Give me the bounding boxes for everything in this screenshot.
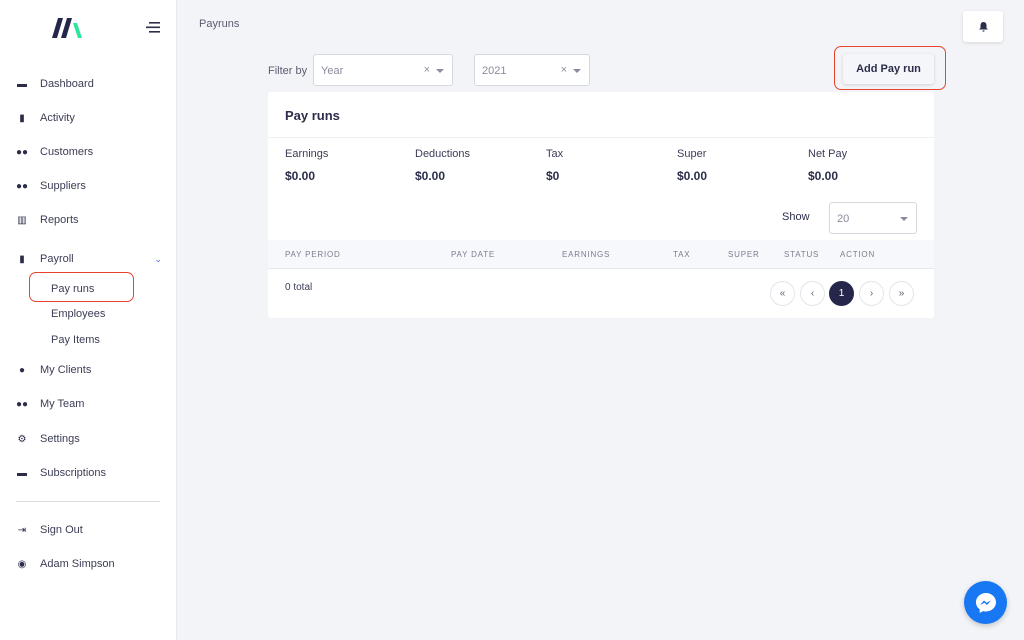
stat-tax: Tax $0 [546,148,563,183]
sidebar-item-sign-out[interactable]: ⇥ Sign Out [17,524,83,536]
clear-icon[interactable]: × [560,64,567,76]
sign-out-icon: ⇥ [17,524,27,536]
stat-value: $0.00 [677,169,708,183]
col-pay-date[interactable]: PAY DATE [451,250,496,259]
caret-down-icon [900,217,908,221]
breadcrumb: Payruns [199,18,240,30]
sidebar-item-dashboard[interactable]: ▬ Dashboard [17,78,94,90]
col-pay-period[interactable]: PAY PERIOD [285,250,341,259]
messenger-icon [975,592,996,613]
table-header: PAY PERIOD PAY DATE EARNINGS TAX SUPER S… [268,240,934,269]
col-action[interactable]: ACTION [840,250,876,259]
show-label: Show [782,211,810,223]
book-icon: ▮ [19,112,25,124]
sidebar-item-pay-runs[interactable]: Pay runs [51,283,95,295]
stat-label: Tax [546,148,564,160]
col-super[interactable]: SUPER [728,250,760,259]
sidebar-item-reports[interactable]: ▥ Reports [17,214,79,226]
clear-icon[interactable]: × [423,64,430,76]
add-pay-run-button[interactable]: Add Pay run [843,54,934,84]
users-icon: ●● [15,146,29,158]
store-icon: ▬ [17,78,27,90]
sidebar-item-activity[interactable]: ▮ Activity [16,112,75,124]
stat-label: Earnings [285,148,329,160]
sidebar-item-employees[interactable]: Employees [51,308,106,320]
stat-value: $0.00 [808,169,839,183]
stat-label: Super [677,148,707,160]
divider [16,501,160,502]
users-icon: ●● [15,180,29,192]
sidebar-item-suppliers[interactable]: ●● Suppliers [15,180,86,192]
sidebar-item-subscriptions[interactable]: ▬ Subscriptions [17,467,107,479]
file-invoice-icon: ▮ [19,253,25,265]
filter-type-select[interactable]: Year × [313,54,453,86]
bell-icon [978,21,988,32]
sidebar: ▬ Dashboard ▮ Activity ●● Customers ●● Suppl… [0,0,177,640]
card-title: Pay runs [285,108,340,123]
stat-label: Deductions [415,148,471,160]
users-icon: ●● [15,398,29,410]
notifications-button[interactable] [963,11,1003,42]
menu-toggle-icon[interactable] [146,22,160,33]
filter-label: Filter by [268,65,308,77]
chart-icon: ▥ [17,214,27,226]
filter-year-select[interactable]: 2021 × [474,54,590,86]
total-count: 0 total [285,282,313,293]
first-page-button[interactable]: « [770,281,795,306]
next-page-button[interactable]: › [859,281,884,306]
highlight-box [29,272,134,302]
stat-super: Super $0.00 [677,148,707,183]
sidebar-item-my-team[interactable]: ●● My Team [15,398,85,410]
stat-value: $0.00 [415,169,446,183]
col-tax[interactable]: TAX [673,250,691,259]
stat-value: $0.00 [285,169,316,183]
user-icon: ● [18,364,26,376]
sidebar-item-payroll[interactable]: ▮ Payroll ⌄ [16,253,162,265]
sidebar-item-pay-items[interactable]: Pay Items [51,334,100,346]
caret-down-icon [573,69,581,73]
sidebar-item-my-clients[interactable]: ● My Clients [16,364,91,376]
stat-earnings: Earnings $0.00 [285,148,328,183]
col-earnings[interactable]: EARNINGS [562,250,611,259]
messenger-chat-button[interactable] [964,581,1007,624]
money-icon: ▬ [17,467,27,479]
divider [268,137,934,138]
sidebar-item-settings[interactable]: ⚙ Settings [17,433,80,445]
last-page-button[interactable]: » [889,281,914,306]
gear-icon: ⚙ [17,433,27,445]
page-size-select[interactable]: 20 [829,202,917,234]
prev-page-button[interactable]: ‹ [800,281,825,306]
chevron-down-icon: ⌄ [154,253,162,264]
highlight-box [834,46,946,90]
sidebar-item-customers[interactable]: ●● Customers [15,146,94,158]
caret-down-icon [436,69,444,73]
stat-value: $0 [546,169,560,183]
stat-net-pay: Net Pay $0.00 [808,148,847,183]
col-status[interactable]: STATUS [784,250,820,259]
user-circle-icon: ◉ [17,558,27,570]
page-1-button[interactable]: 1 [829,281,854,306]
sidebar-item-profile[interactable]: ◉ Adam Simpson [17,558,115,570]
stat-deductions: Deductions $0.00 [415,148,470,183]
logo [52,18,82,38]
stat-label: Net Pay [808,148,848,160]
pay-runs-card: Pay runs Earnings $0.00 Deductions $0.00 T… [268,92,934,318]
